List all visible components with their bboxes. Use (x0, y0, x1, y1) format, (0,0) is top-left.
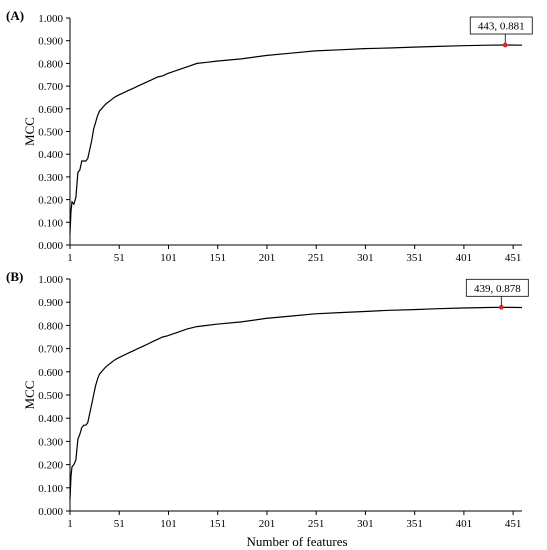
y-tick-label: 0.300 (38, 436, 63, 448)
y-tick-label: 0.500 (38, 127, 63, 139)
chart-panel-b: (B) MCC 0.000 0.100 0.200 0.300 0.400 0.500 0.60… (6, 269, 529, 530)
x-tick-label: 351 (406, 252, 423, 264)
x-tick-label: 51 (114, 252, 125, 264)
x-tick-label: 301 (357, 252, 374, 264)
callout-label: 439, 0.878 (474, 283, 521, 295)
x-tick-label: 251 (308, 518, 325, 530)
y-tick-label: 0.800 (38, 58, 63, 70)
figure-xlabel: Number of features (246, 534, 347, 549)
y-tick-label: 0.900 (38, 36, 63, 48)
callout-box (469, 16, 533, 35)
y-tick-label: 0.900 (38, 297, 63, 309)
x-tick-label: 401 (456, 518, 473, 530)
callout-label: 443, 0.881 (478, 21, 525, 33)
y-tick-label: 0.000 (38, 240, 63, 252)
x-tick-label: 251 (308, 252, 325, 264)
x-tick-label: 351 (406, 518, 423, 530)
y-tick-label: 0.100 (38, 217, 63, 229)
x-tick-label: 201 (259, 252, 276, 264)
panel-label: (B) (6, 269, 23, 284)
mcc-line (69, 306, 523, 500)
y-tick-label: 1.000 (38, 274, 63, 286)
panel-label: (A) (6, 8, 24, 23)
y-tick-label: 0.700 (38, 81, 63, 93)
x-tick-label: 1 (67, 518, 73, 530)
x-tick-label: 451 (505, 252, 522, 264)
x-tick-label: 101 (160, 518, 177, 530)
x-tick-label: 201 (259, 518, 276, 530)
y-tick-label: 1.000 (38, 13, 63, 25)
y-tick-label: 0.400 (38, 413, 63, 425)
y-tick-label: 0.600 (38, 367, 63, 379)
best-point-marker (502, 42, 508, 48)
x-tick-label: 301 (357, 518, 374, 530)
x-tick-label: 151 (209, 518, 226, 530)
chart-panel-a: (A) MCC 0.000 0.100 0.200 0.300 0.400 0.500 0.60… (6, 8, 533, 264)
y-tick-label: 0.400 (38, 149, 63, 161)
y-tick-label: 0.500 (38, 390, 63, 402)
y-axis-label: MCC (22, 117, 37, 146)
y-tick-label: 0.600 (38, 104, 63, 116)
y-axis-label: MCC (22, 381, 37, 410)
y-tick-label: 0.700 (38, 344, 63, 356)
x-tick-label: 51 (114, 518, 125, 530)
x-tick-label: 401 (456, 252, 473, 264)
x-tick-label: 451 (505, 518, 522, 530)
y-tick-label: 0.000 (38, 506, 63, 518)
x-tick-label: 1 (67, 252, 73, 264)
mcc-line (69, 44, 523, 234)
x-tick-label: 101 (160, 252, 177, 264)
y-tick-label: 0.200 (38, 460, 63, 472)
y-tick-label: 0.800 (38, 320, 63, 332)
callout-box (465, 278, 529, 297)
y-tick-label: 0.300 (38, 172, 63, 184)
y-tick-label: 0.100 (38, 483, 63, 495)
best-point-marker (498, 304, 504, 310)
x-tick-label: 151 (209, 252, 226, 264)
y-tick-label: 0.200 (38, 195, 63, 207)
